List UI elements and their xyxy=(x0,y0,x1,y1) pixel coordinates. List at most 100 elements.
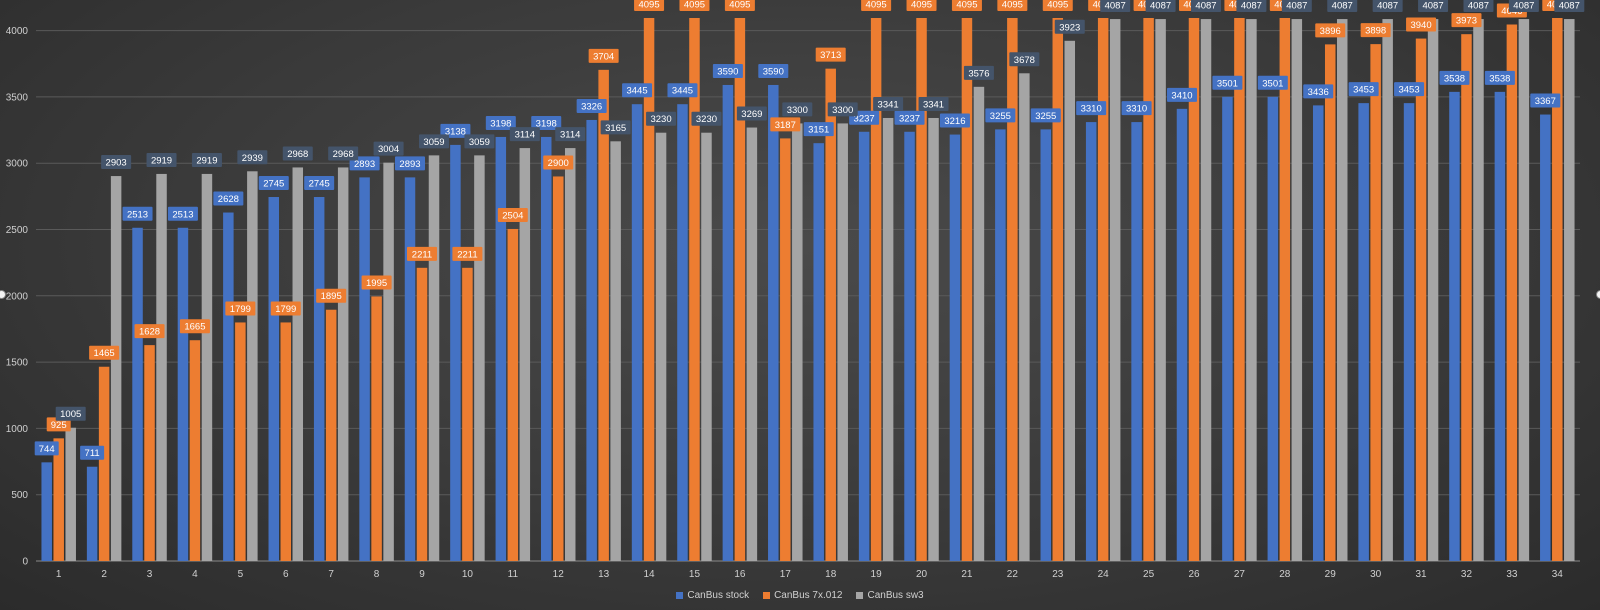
bar-canbus-stock xyxy=(1540,114,1551,562)
data-label: 3230 xyxy=(691,111,722,126)
bar-canbus-stock xyxy=(1403,103,1415,561)
bar-canbus-7x-012 xyxy=(371,296,382,561)
data-label-text: 3151 xyxy=(808,125,829,136)
data-label: 4095 xyxy=(679,0,710,11)
data-label: 3300 xyxy=(827,102,858,117)
bar-canbus-sw3 xyxy=(928,117,939,561)
data-label-box xyxy=(497,207,528,222)
data-label: 3165 xyxy=(600,120,631,135)
bar-canbus-7x-012 xyxy=(325,309,337,561)
bar-canbus-7x-012 xyxy=(189,340,201,561)
data-label-box xyxy=(361,275,392,290)
data-label: 2745 xyxy=(258,176,289,191)
bar-canbus-7x-012 xyxy=(916,18,927,561)
data-label-box xyxy=(1191,0,1221,13)
x-tick-label: 23 xyxy=(1052,569,1064,580)
x-tick-label: 29 xyxy=(1325,569,1337,580)
data-label-box xyxy=(555,127,586,142)
data-label-box xyxy=(225,301,256,316)
bar-canbus-stock xyxy=(904,131,915,561)
data-label-box xyxy=(452,246,483,261)
data-label-text: 3237 xyxy=(899,113,920,124)
data-label-box xyxy=(963,65,994,80)
bar-canbus-7x-012 xyxy=(53,438,64,561)
data-label-box xyxy=(80,445,105,460)
data-label-box xyxy=(861,0,892,11)
bar-canbus-sw3 xyxy=(1473,19,1484,562)
data-label-box xyxy=(134,324,165,339)
bar-canbus-stock xyxy=(1222,96,1233,561)
x-tick-label: 7 xyxy=(328,569,334,580)
data-label-box xyxy=(918,96,949,111)
data-label: 3326 xyxy=(576,98,607,113)
data-label-box xyxy=(770,117,801,132)
data-label-text: 3453 xyxy=(1398,85,1419,96)
data-label: 2513 xyxy=(122,206,153,221)
left-resize-handle[interactable] xyxy=(0,290,6,299)
x-tick-label: 8 xyxy=(374,569,380,580)
data-label: 3004 xyxy=(373,141,404,156)
data-label-box xyxy=(1315,23,1346,38)
bar-canbus-sw3 xyxy=(1200,19,1212,562)
data-label-text: 3198 xyxy=(536,118,557,129)
x-tick-label: 14 xyxy=(643,569,655,580)
bar-canbus-stock xyxy=(631,104,643,561)
data-label-text: 4095 xyxy=(638,0,659,11)
data-label: 3187 xyxy=(770,117,801,132)
data-label-box xyxy=(258,176,289,191)
bar-canbus-sw3 xyxy=(383,162,394,561)
data-label-text: 3230 xyxy=(696,114,717,125)
y-tick-label: 2500 xyxy=(6,225,29,236)
data-label-text: 2893 xyxy=(354,159,375,170)
x-tick-label: 3 xyxy=(147,569,153,580)
bar-canbus-7x-012 xyxy=(416,267,428,561)
x-tick-label: 6 xyxy=(283,569,289,580)
data-label: 3059 xyxy=(419,134,449,149)
data-label: 4087 xyxy=(1418,0,1449,13)
data-label: 3255 xyxy=(1030,108,1061,123)
bar-canbus-7x-012 xyxy=(1097,18,1109,561)
data-label-box xyxy=(55,406,86,421)
bar-canbus-sw3 xyxy=(1564,19,1575,562)
bar-canbus-7x-012 xyxy=(1415,38,1427,562)
bar-canbus-sw3 xyxy=(610,141,621,562)
data-label-box xyxy=(724,0,755,11)
data-label: 4087 xyxy=(1327,0,1358,13)
data-label-text: 3165 xyxy=(605,123,626,134)
data-label-text: 3898 xyxy=(1365,26,1386,37)
data-label-text: 3059 xyxy=(469,137,490,148)
data-label-box xyxy=(328,146,359,161)
data-label-text: 3198 xyxy=(490,118,511,129)
data-label-box xyxy=(101,155,132,170)
data-label: 3237 xyxy=(894,110,925,125)
x-tick-label: 21 xyxy=(961,569,973,580)
data-label-box xyxy=(679,0,710,11)
x-tick-label: 27 xyxy=(1234,569,1246,580)
x-tick-label: 28 xyxy=(1279,569,1291,580)
data-label: 3436 xyxy=(1303,84,1334,99)
data-label: 4087 xyxy=(1463,0,1494,13)
bar-canbus-stock xyxy=(1312,105,1324,561)
right-resize-handle[interactable] xyxy=(1596,290,1600,299)
bar-canbus-7x-012 xyxy=(1506,24,1518,561)
data-label-box xyxy=(122,206,153,221)
bar-canbus-7x-012 xyxy=(1279,18,1291,561)
data-label-box xyxy=(270,301,301,316)
data-label-box xyxy=(89,345,120,360)
bar-canbus-stock xyxy=(132,227,143,561)
data-label: 3198 xyxy=(485,115,516,130)
x-tick-label: 13 xyxy=(598,569,610,580)
bar-canbus-sw3 xyxy=(201,173,213,561)
data-label-box xyxy=(1372,0,1403,13)
data-label-box xyxy=(531,115,562,130)
data-label: 2211 xyxy=(407,246,437,261)
data-label-text: 3138 xyxy=(445,126,466,137)
data-label-text: 2513 xyxy=(127,209,148,220)
bar-canbus-stock xyxy=(1085,122,1097,561)
bar-canbus-stock xyxy=(86,466,98,561)
data-label: 4087 xyxy=(1145,0,1176,13)
data-label: 1005 xyxy=(55,406,86,421)
data-label-text: 3326 xyxy=(581,101,602,112)
data-label: 3898 xyxy=(1360,23,1391,38)
bar-canbus-7x-012 xyxy=(598,69,609,561)
